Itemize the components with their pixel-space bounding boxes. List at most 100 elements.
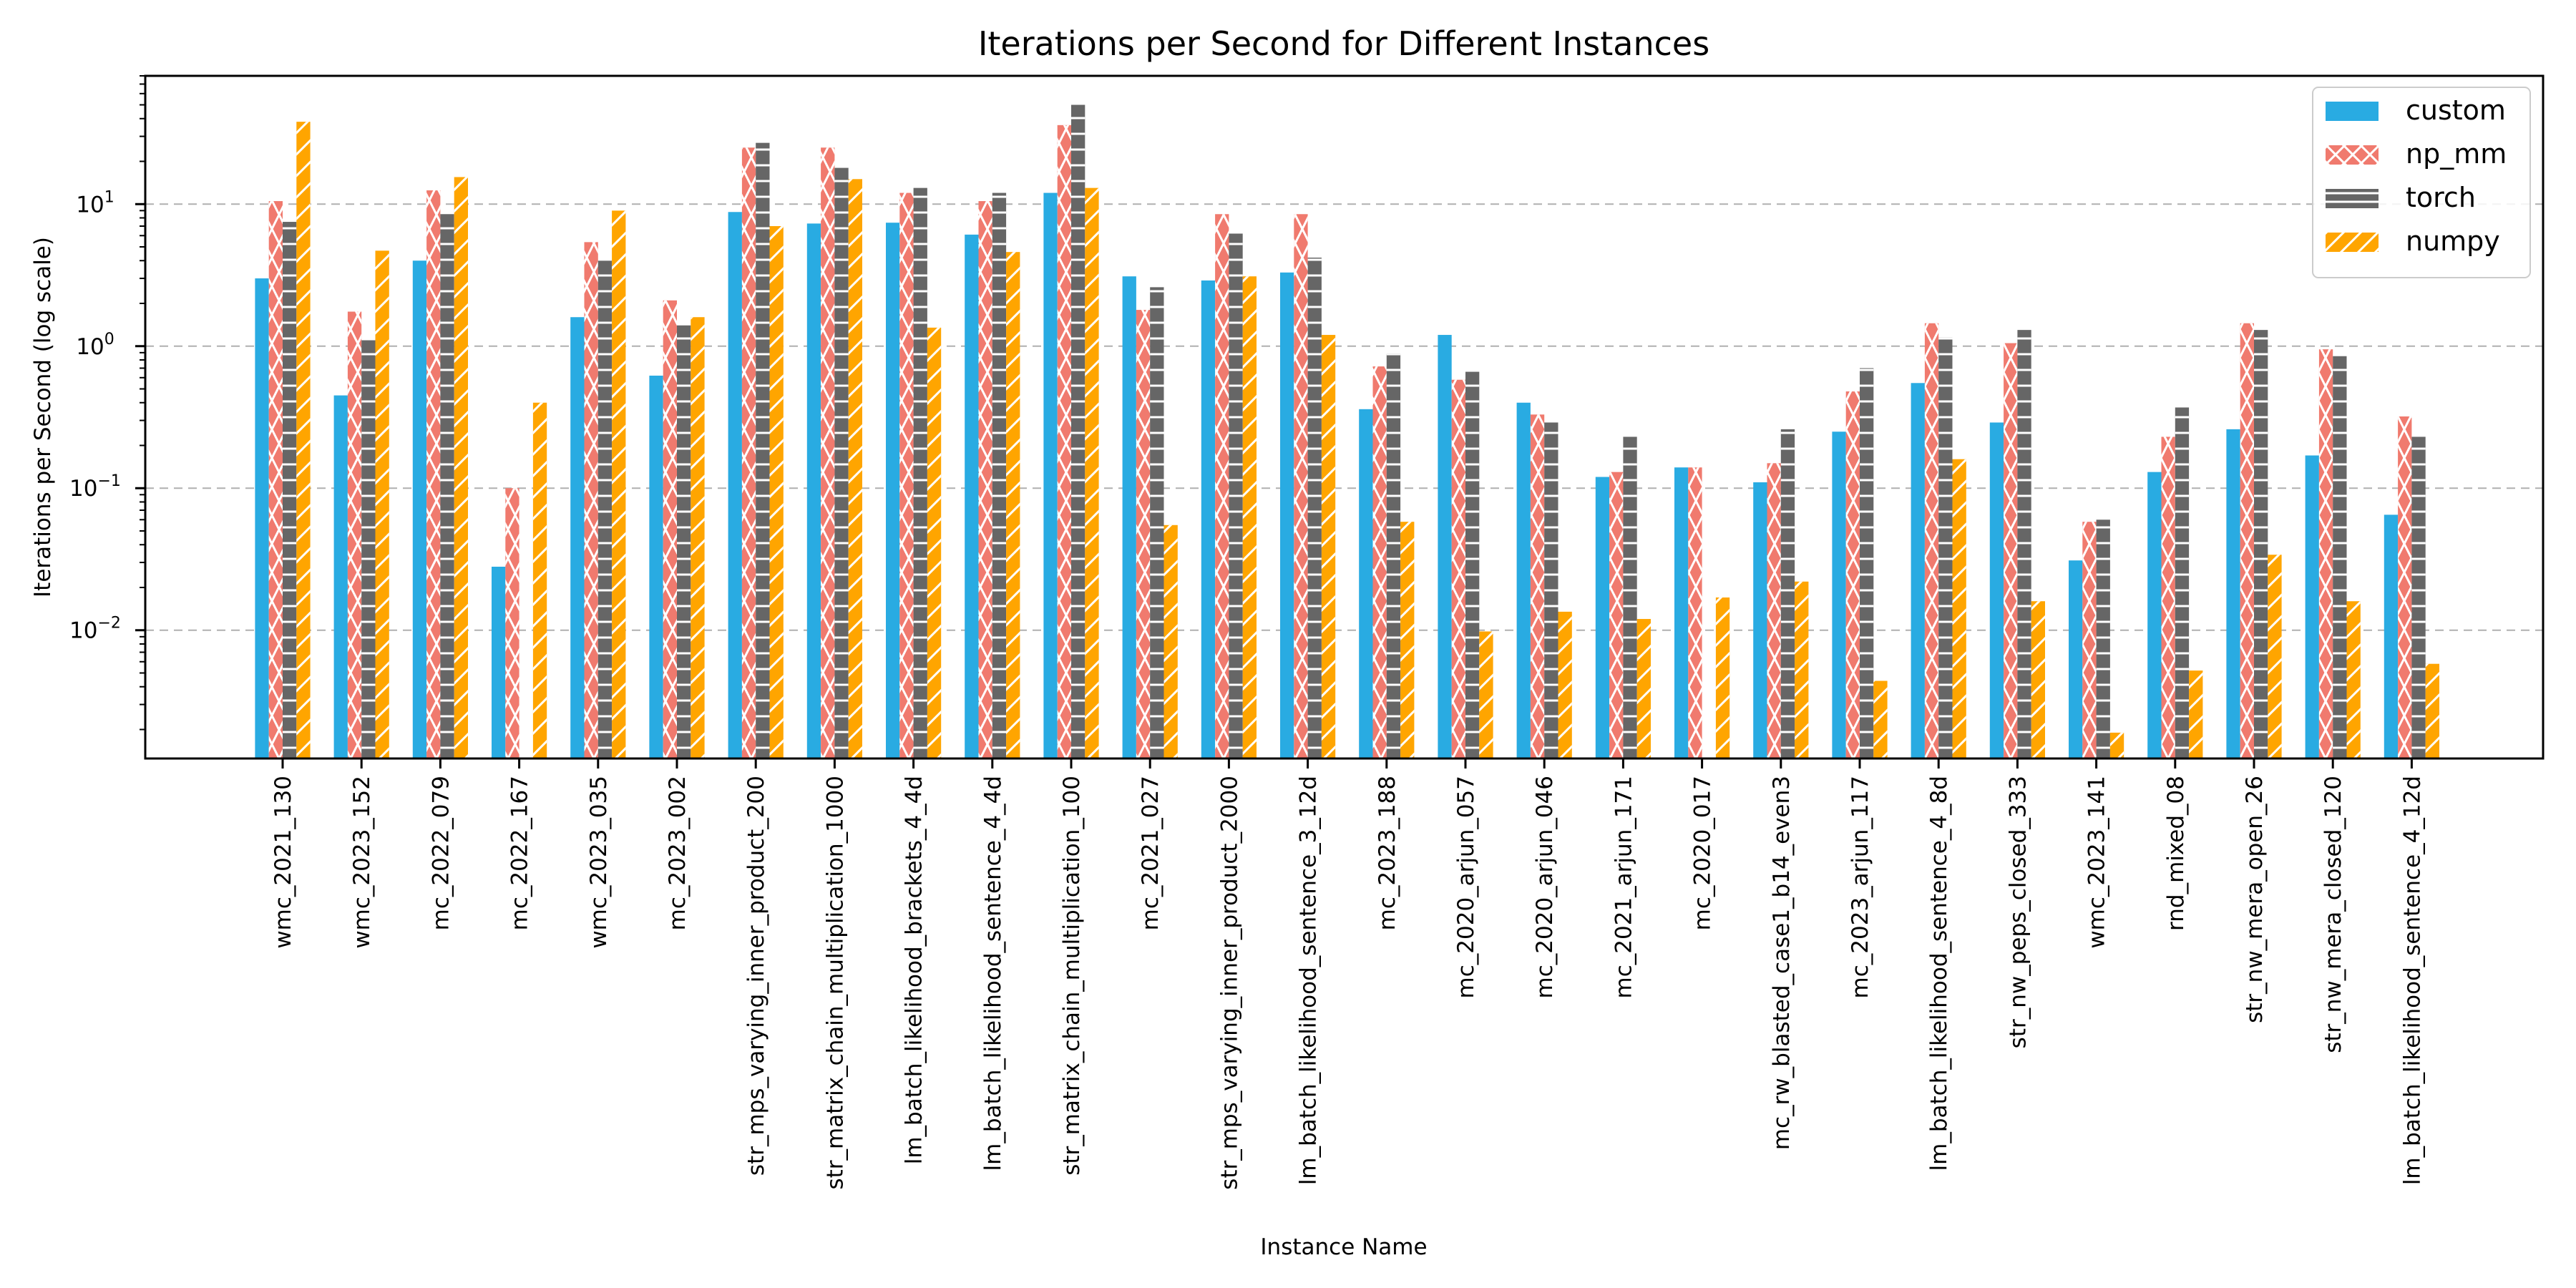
x-tick-label: str_mps_varying_inner_product_2000 [1216,776,1242,1190]
bar-numpy-str_matrix_chain_multiplication_1000-hatch [848,179,862,759]
bar-torch-mc_2021_027-hatch [1150,287,1164,758]
bar-numpy-lm_batch_likelihood_sentence_4_8d-hatch [1952,459,1966,758]
bar-torch-mc_2022_079-hatch [440,214,454,758]
legend-swatch-hatch [2326,233,2379,252]
bar-np_mm-lm_batch_likelihood_sentence_4_8d-hatch [1924,323,1939,758]
x-tick-label: lm_batch_likelihood_sentence_3_12d [1296,776,1322,1185]
x-tick-label: mc_2020_017 [1690,776,1716,930]
bar-np_mm-str_matrix_chain_multiplication_1000-hatch [821,147,835,758]
bar-custom-mc_2020_arjun_057 [1438,335,1452,758]
bar-np_mm-lm_batch_likelihood_sentence_4_4d-hatch [978,201,992,758]
bar-numpy-lm_batch_likelihood_sentence_3_12d-hatch [1321,335,1336,758]
bar-custom-mc_2020_017 [1674,467,1689,758]
bar-np_mm-mc_2020_017-hatch [1688,467,1702,758]
bar-custom-str_nw_peps_closed_333 [1989,422,2004,758]
bar-custom-str_mps_varying_inner_product_2000 [1201,280,1216,758]
x-tick-label: str_nw_peps_closed_333 [2005,776,2031,1048]
bar-torch-rnd_mixed_08-hatch [2175,407,2190,758]
legend-label: custom [2406,94,2506,126]
bar-numpy-mc_rw_blasted_case1_b14_even3-hatch [1795,581,1809,758]
legend-item-np_mm: np_mm [2326,138,2507,170]
bar-numpy-str_nw_peps_closed_333-hatch [2031,601,2045,758]
legend-swatch [2326,102,2379,121]
bar-np_mm-wmc_2021_130-hatch [268,201,283,758]
bar-numpy-wmc_2023_035-hatch [612,210,626,758]
x-tick-label: mc_2020_arjun_046 [1532,776,1558,998]
bar-numpy-str_mps_varying_inner_product_200-hatch [769,226,784,759]
legend-item-custom: custom [2326,94,2506,126]
bar-np_mm-str_mps_varying_inner_product_2000-hatch [1215,214,1229,758]
y-axis-label: Iterations per Second (log scale) [30,237,56,597]
bar-custom-wmc_2023_035 [570,317,585,758]
x-tick-label: lm_batch_likelihood_sentence_4_8d [1926,776,1952,1171]
bar-torch-mc_2023_arjun_117-hatch [1860,368,1874,758]
bar-np_mm-mc_2023_002-hatch [663,300,677,758]
bar-torch-lm_batch_likelihood_sentence_4_4d-hatch [992,192,1007,759]
bar-numpy-wmc_2021_130-hatch [296,122,311,759]
legend-item-numpy: numpy [2326,225,2500,257]
bar-custom-mc_2023_arjun_117 [1832,431,1846,758]
bar-torch-wmc_2023_141-hatch [2096,519,2110,758]
legend-item-torch: torch [2326,182,2476,213]
bar-np_mm-mc_2022_167-hatch [505,488,519,758]
bar-np_mm-str_nw_mera_open_26-hatch [2240,323,2254,758]
bar-torch-mc_2023_188-hatch [1386,353,1401,758]
legend-label: numpy [2406,225,2500,257]
bar-custom-mc_2022_167 [492,566,506,758]
bar-torch-mc_2021_arjun_171-hatch [1623,436,1637,758]
bar-custom-mc_2020_arjun_046 [1516,402,1531,758]
bar-torch-str_matrix_chain_multiplication_1000-hatch [834,167,849,759]
bar-numpy-wmc_2023_152-hatch [375,250,389,758]
bar-numpy-mc_2023_arjun_117-hatch [1873,680,1888,758]
x-tick-label: mc_2023_002 [665,776,691,930]
bar-torch-str_nw_peps_closed_333-hatch [2017,330,2031,759]
x-tick-label: mc_2021_027 [1138,776,1163,930]
bar-custom-mc_rw_blasted_case1_b14_even3 [1753,482,1767,758]
bar-custom-wmc_2023_141 [2069,560,2083,758]
bar-custom-mc_2023_188 [1359,409,1373,758]
bar-torch-str_nw_mera_closed_120-hatch [2333,356,2347,759]
bar-numpy-str_matrix_chain_multiplication_100-hatch [1085,187,1099,758]
bar-numpy-mc_2023_002-hatch [691,317,705,758]
bar-torch-mc_2020_arjun_057-hatch [1465,371,1480,758]
bar-torch-wmc_2021_130-hatch [283,222,297,758]
series-torch [283,104,2426,759]
y-tick-label: 101 [76,188,114,218]
bar-np_mm-lm_batch_likelihood_sentence_3_12d-hatch [1294,214,1308,758]
bar-torch-lm_batch_likelihood_brackets_4_4d-hatch [913,187,927,758]
bar-np_mm-wmc_2023_035-hatch [584,242,598,758]
bar-numpy-mc_2021_027-hatch [1163,525,1178,758]
bar-np_mm-mc_2021_arjun_171-hatch [1609,472,1624,758]
bar-torch-wmc_2023_035-hatch [597,260,613,759]
bar-torch-str_matrix_chain_multiplication_100-hatch [1071,104,1085,759]
x-tick-label: lm_batch_likelihood_sentence_4_4d [980,776,1006,1171]
bar-np_mm-mc_2020_arjun_046-hatch [1530,414,1545,758]
bar-np_mm-rnd_mixed_08-hatch [2161,436,2175,758]
bar-custom-lm_batch_likelihood_sentence_3_12d [1280,272,1294,758]
x-tick-label: mc_2023_188 [1375,776,1400,930]
bar-custom-str_nw_mera_open_26 [2226,429,2240,758]
bar-np_mm-str_mps_varying_inner_product_200-hatch [741,147,756,758]
x-tick-label: wmc_2021_130 [270,776,296,949]
x-tick-label: mc_2021_arjun_171 [1611,776,1636,998]
bar-np_mm-str_nw_peps_closed_333-hatch [2004,343,2018,758]
y-tick-label: 10−2 [69,615,121,644]
bar-np_mm-mc_rw_blasted_case1_b14_even3-hatch [1767,463,1781,758]
y-axis-ticks: 10−2 10−1 100 101 [69,75,145,731]
x-tick-label: mc_rw_blasted_case1_b14_even3 [1769,776,1795,1150]
legend-swatch-hatch [2326,189,2379,208]
bar-numpy-wmc_2023_141-hatch [2109,732,2124,758]
legend-frame [2312,87,2531,278]
bar-numpy-mc_2022_167-hatch [532,402,547,758]
bar-numpy-str_nw_mera_open_26-hatch [2268,555,2282,758]
bar-custom-mc_2021_arjun_171 [1595,477,1610,758]
x-tick-label: wmc_2023_152 [349,776,375,949]
x-tick-label: lm_batch_likelihood_brackets_4_4d [902,776,927,1164]
x-tick-label: str_mps_varying_inner_product_200 [743,776,769,1176]
bar-numpy-mc_2020_017-hatch [1715,597,1730,758]
x-tick-label: str_nw_mera_open_26 [2242,776,2268,1023]
bar-torch-mc_2023_002-hatch [677,325,691,758]
bar-np_mm-lm_batch_likelihood_sentence_4_12d-hatch [2398,416,2412,758]
bar-custom-str_mps_varying_inner_product_200 [728,212,742,759]
